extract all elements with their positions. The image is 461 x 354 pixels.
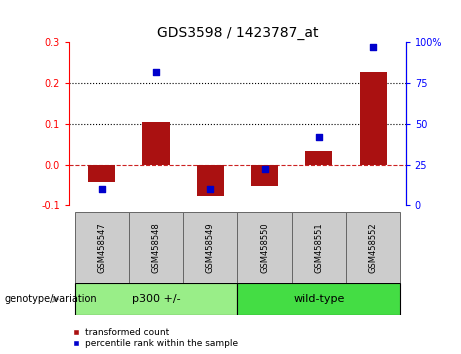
Point bbox=[369, 45, 377, 50]
Text: GSM458547: GSM458547 bbox=[97, 222, 106, 273]
Legend: transformed count, percentile rank within the sample: transformed count, percentile rank withi… bbox=[74, 328, 238, 348]
Text: p300 +/-: p300 +/- bbox=[132, 294, 180, 304]
Point bbox=[98, 186, 106, 192]
Text: genotype/variation: genotype/variation bbox=[5, 294, 97, 304]
Bar bbox=[75, 212, 129, 283]
Point bbox=[315, 134, 323, 140]
Title: GDS3598 / 1423787_at: GDS3598 / 1423787_at bbox=[157, 26, 318, 40]
Text: GSM458552: GSM458552 bbox=[369, 222, 378, 273]
Text: GSM458550: GSM458550 bbox=[260, 222, 269, 273]
Text: GSM458551: GSM458551 bbox=[314, 222, 323, 273]
Bar bbox=[75, 283, 237, 315]
Bar bbox=[346, 212, 400, 283]
Bar bbox=[197, 165, 224, 196]
Point bbox=[207, 186, 214, 192]
Bar bbox=[142, 122, 170, 165]
Point bbox=[261, 167, 268, 172]
Bar bbox=[237, 283, 400, 315]
Bar bbox=[183, 212, 237, 283]
Text: GSM458549: GSM458549 bbox=[206, 222, 215, 273]
Text: wild-type: wild-type bbox=[293, 294, 344, 304]
Text: GSM458548: GSM458548 bbox=[152, 222, 160, 273]
Point bbox=[152, 69, 160, 75]
Bar bbox=[251, 165, 278, 186]
Bar bbox=[237, 212, 292, 283]
Bar bbox=[360, 72, 387, 165]
Bar bbox=[129, 212, 183, 283]
Bar bbox=[88, 165, 115, 182]
Bar bbox=[305, 151, 332, 165]
Bar bbox=[292, 212, 346, 283]
